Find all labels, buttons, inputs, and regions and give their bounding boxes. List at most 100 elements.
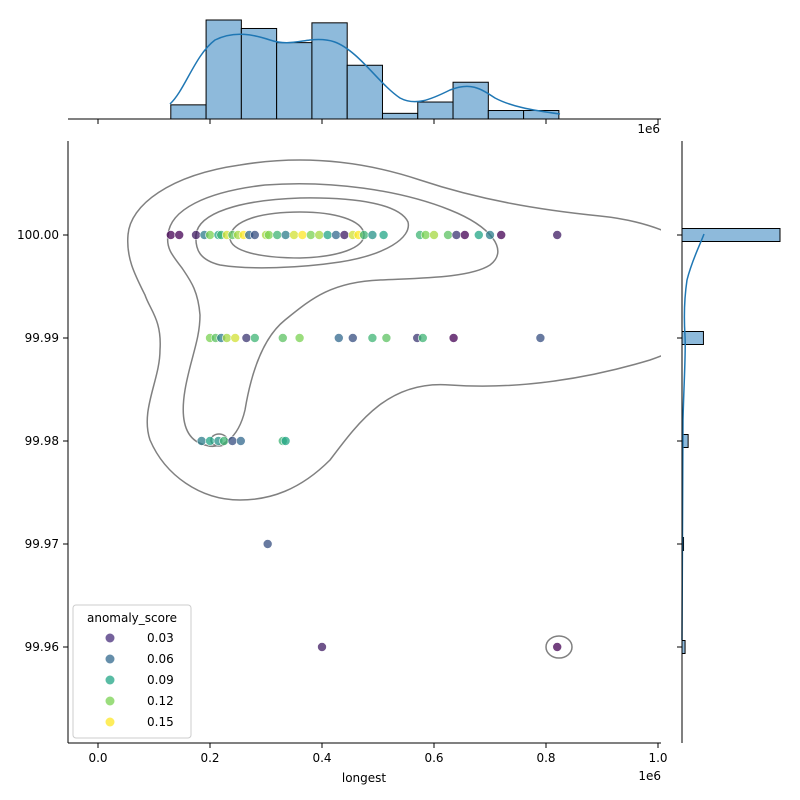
scatter-point bbox=[485, 230, 495, 240]
scatter-point bbox=[294, 333, 305, 343]
legend-marker bbox=[105, 633, 115, 643]
main-x-ticks: 0.0 0.2 0.4 0.6 0.8 1.0 bbox=[88, 743, 668, 765]
scatter-point bbox=[191, 230, 201, 240]
scatter-point bbox=[420, 230, 431, 240]
x-marginal-kde-curve bbox=[169, 33, 561, 115]
scatter-point bbox=[317, 642, 327, 652]
x-tick-label: 0.8 bbox=[536, 751, 555, 765]
scatter-point bbox=[222, 333, 232, 343]
scatter-point bbox=[250, 230, 260, 240]
y-tick-label: 99.96 bbox=[25, 640, 59, 654]
scatter-point bbox=[241, 333, 252, 343]
scatter-point bbox=[196, 436, 207, 446]
kde-contours bbox=[126, 159, 661, 659]
kde-contour-mid bbox=[166, 183, 499, 447]
scatter-point bbox=[381, 333, 392, 343]
scatter-point bbox=[496, 230, 507, 240]
legend: anomaly_score 0.03 0.06 0.09 0.12 0.15 bbox=[72, 604, 192, 739]
legend-marker bbox=[105, 654, 115, 664]
scatter-point bbox=[459, 230, 470, 240]
scatter-point bbox=[367, 333, 378, 343]
y-marginal-histogram bbox=[681, 228, 781, 654]
scatter-point bbox=[174, 230, 184, 240]
x-tick-label: 0.2 bbox=[200, 751, 219, 765]
scatter-point bbox=[359, 230, 369, 240]
scatter-point bbox=[263, 230, 274, 240]
main-x-offset-label: 1e6 bbox=[638, 769, 661, 783]
y-tick-label: 99.99 bbox=[25, 331, 59, 345]
x-marginal-ticks bbox=[97, 119, 659, 124]
legend-label: 0.03 bbox=[147, 631, 174, 645]
scatter-point bbox=[280, 436, 291, 446]
scatter-point bbox=[166, 230, 176, 240]
scatter-point bbox=[280, 230, 291, 240]
main-plot-area bbox=[126, 159, 661, 659]
x-histogram-bar bbox=[346, 64, 383, 120]
y-histogram-bar bbox=[681, 228, 781, 242]
scatter-point bbox=[236, 436, 246, 446]
x-axis-label: longest bbox=[342, 771, 387, 785]
x-histogram-bar bbox=[170, 104, 207, 120]
legend-label: 0.12 bbox=[147, 694, 174, 708]
scatter-point bbox=[227, 436, 238, 446]
scatter-points bbox=[166, 230, 563, 652]
legend-label: 0.09 bbox=[147, 673, 174, 687]
scatter-point bbox=[205, 230, 215, 240]
scatter-point bbox=[535, 333, 546, 343]
scatter-point bbox=[367, 230, 378, 240]
x-tick-label: 1.0 bbox=[648, 751, 667, 765]
y-marginal-ticks bbox=[677, 234, 682, 648]
scatter-point bbox=[272, 230, 283, 240]
kde-contour-outer bbox=[126, 159, 661, 501]
x-histogram-bar bbox=[240, 27, 278, 120]
legend-entries: 0.03 0.06 0.09 0.12 0.15 bbox=[105, 631, 174, 729]
x-tick-label: 0.6 bbox=[424, 751, 443, 765]
scatter-point bbox=[250, 333, 260, 343]
x-tick-label: 0.4 bbox=[312, 751, 331, 765]
scatter-point bbox=[473, 230, 484, 240]
scatter-point bbox=[552, 642, 563, 652]
x-tick-label: 0.0 bbox=[88, 751, 107, 765]
y-tick-label: 100.00 bbox=[17, 228, 59, 242]
scatter-point bbox=[322, 230, 333, 240]
scatter-point bbox=[347, 333, 358, 343]
x-histogram-bar bbox=[276, 42, 313, 120]
x-marginal-offset-label: 1e6 bbox=[637, 122, 660, 136]
scatter-point bbox=[429, 230, 439, 240]
legend-title: anomaly_score bbox=[87, 611, 177, 625]
legend-label: 0.06 bbox=[147, 652, 174, 666]
x-histogram-bar bbox=[417, 101, 454, 120]
scatter-point bbox=[451, 230, 462, 240]
scatter-point bbox=[277, 333, 288, 343]
y-tick-label: 99.97 bbox=[25, 537, 59, 551]
scatter-point bbox=[331, 230, 341, 240]
legend-marker bbox=[105, 675, 115, 685]
legend-frame bbox=[72, 604, 192, 739]
scatter-point bbox=[333, 333, 344, 343]
legend-label: 0.15 bbox=[147, 715, 174, 729]
x-histogram-bar bbox=[381, 112, 419, 120]
x-marginal-histogram bbox=[170, 19, 560, 120]
scatter-point bbox=[552, 230, 563, 240]
y-tick-label: 99.98 bbox=[25, 434, 59, 448]
scatter-point bbox=[305, 230, 316, 240]
scatter-point bbox=[205, 436, 215, 446]
scatter-point bbox=[262, 539, 273, 549]
scatter-point bbox=[417, 333, 428, 343]
scatter-point bbox=[378, 230, 389, 240]
scatter-point bbox=[230, 333, 240, 343]
scatter-point bbox=[289, 230, 299, 240]
x-histogram-bar bbox=[487, 110, 525, 120]
scatter-point bbox=[339, 230, 350, 240]
kde-contour-inner bbox=[195, 197, 410, 269]
main-y-ticks: 99.96 99.97 99.98 99.99 100.00 bbox=[17, 228, 68, 654]
scatter-point bbox=[297, 230, 308, 240]
scatter-point bbox=[443, 230, 453, 240]
kde-contour-small-right bbox=[545, 635, 573, 659]
legend-marker bbox=[105, 717, 115, 727]
x-histogram-bar bbox=[311, 22, 348, 120]
scatter-point bbox=[219, 436, 229, 446]
legend-marker bbox=[105, 696, 115, 706]
scatter-point bbox=[314, 230, 325, 240]
